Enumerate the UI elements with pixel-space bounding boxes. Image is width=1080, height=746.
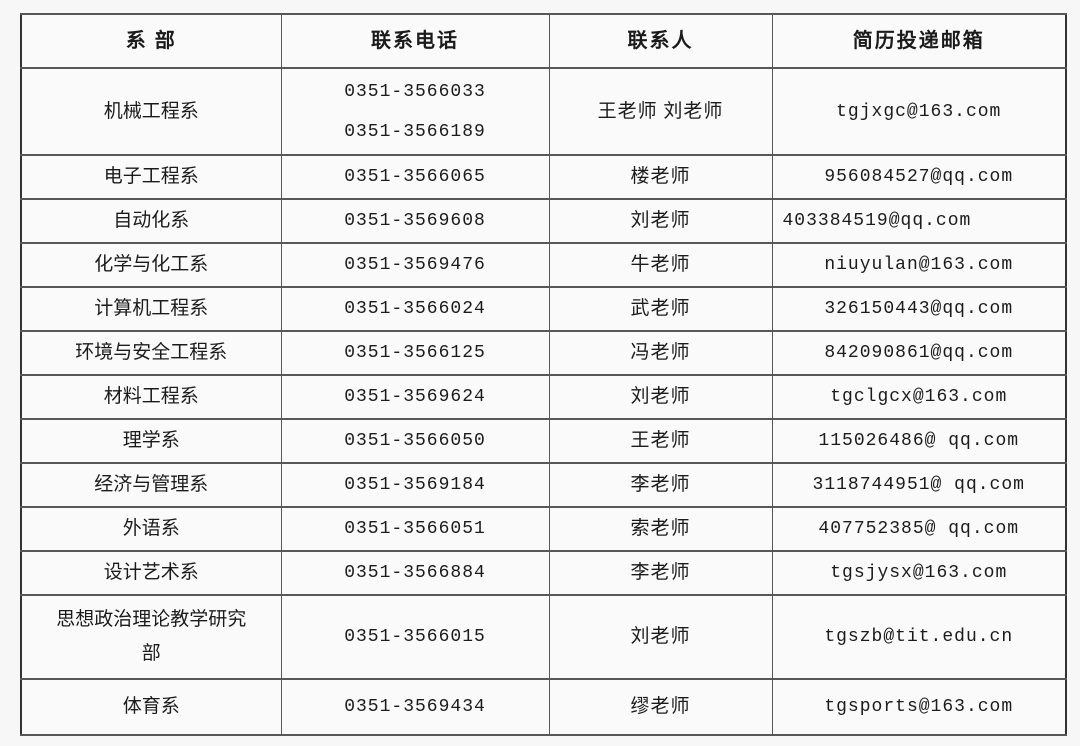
resume-email-cell: 407752385@ qq.com [771,506,1067,552]
column-header-phones: 联系电话 [280,13,550,69]
contact-person-cell: 缪老师 [548,678,773,736]
column-header-email: 简历投递邮箱 [771,13,1067,69]
department-cell: 化学与化工系 [20,242,282,288]
contact-person-cell: 刘老师 [548,594,773,680]
contact-person-cell: 王老师 [548,418,773,464]
contact-person-cell: 楼老师 [548,154,773,200]
contact-person-cell: 牛老师 [548,242,773,288]
phone-number: 0351-3566015 [344,627,486,647]
table-row: 计算机工程系 0351-3566024 武老师 326150443@qq.com [20,286,1067,332]
phone-number: 0351-3566189 [344,121,486,142]
table-body: 机械工程系 0351-3566033 0351-3566189 王老师 刘老师 tgjx… [20,67,1067,736]
department-cell: 体育系 [20,678,282,736]
phone-number: 0351-3566051 [344,519,486,539]
contact-person-cell: 李老师 [548,550,773,596]
table-row: 自动化系 0351-3569608 刘老师 403384519@qq.com [20,198,1067,244]
contact-person-cell: 李老师 [548,462,773,508]
table-row: 环境与安全工程系 0351-3566125 冯老师 842090861@qq.com [20,330,1067,376]
phone-number: 0351-3569624 [344,387,486,407]
phone-number: 0351-3569476 [344,255,486,275]
resume-email-cell: tgsjysx@163.com [771,550,1067,596]
phone-cell: 0351-3566050 [280,418,550,464]
resume-email-cell: niuyulan@163.com [771,242,1067,288]
department-cell: 计算机工程系 [20,286,282,332]
department-cell: 环境与安全工程系 [20,330,282,376]
resume-email-cell: tgclgcx@163.com [771,374,1067,420]
resume-email-cell: 842090861@qq.com [771,330,1067,376]
resume-email-cell: 3118744951@ qq.com [771,462,1067,508]
resume-email-cell: 326150443@qq.com [771,286,1067,332]
table-row: 电子工程系 0351-3566065 楼老师 956084527@qq.com [20,154,1067,200]
table-row: 经济与管理系 0351-3569184 李老师 3118744951@ qq.com [20,462,1067,508]
department-cell: 设计艺术系 [20,550,282,596]
resume-email-cell: tgszb@tit.edu.cn [771,594,1067,680]
table-row: 化学与化工系 0351-3569476 牛老师 niuyulan@163.com [20,242,1067,288]
contact-person-cell: 刘老师 [548,198,773,244]
contact-person-cell: 冯老师 [548,330,773,376]
resume-email-cell: tgjxgc@163.com [771,67,1067,156]
department-cell: 理学系 [20,418,282,464]
phone-cell: 0351-3566024 [280,286,550,332]
phone-number: 0351-3566065 [344,167,486,187]
phone-cell: 0351-3569434 [280,678,550,736]
department-cell: 经济与管理系 [20,462,282,508]
phone-cell: 0351-3569476 [280,242,550,288]
table-row: 理学系 0351-3566050 王老师 115026486@ qq.com [20,418,1067,464]
phone-cell: 0351-3566125 [280,330,550,376]
header-row: 系 部联系电话 联系人 简历投递邮箱 [20,13,1067,69]
phone-number: 0351-3566024 [344,299,486,319]
resume-email-cell: 115026486@ qq.com [771,418,1067,464]
resume-email-cell: 403384519@qq.com [771,198,1067,244]
table-row: 外语系 0351-3566051 索老师 407752385@ qq.com [20,506,1067,552]
column-header-contact: 联系人 [548,13,773,69]
phone-number: 0351-3566884 [344,563,486,583]
phone-cell: 0351-3569184 [280,462,550,508]
phone-cell: 0351-3569608 [280,198,550,244]
phone-cell: 0351-3566884 [280,550,550,596]
department-cell: 思想政治理论教学研究部 [20,594,282,680]
phone-cell: 0351-3566015 [280,594,550,680]
table-row: 思想政治理论教学研究部 0351-3566015 刘老师 tgszb@tit.edu.… [20,594,1067,680]
phone-cell: 0351-3566051 [280,506,550,552]
phone-cell: 0351-3566033 0351-3566189 [280,67,550,156]
contact-person-cell: 武老师 [548,286,773,332]
table-row: 机械工程系 0351-3566033 0351-3566189 王老师 刘老师 tgjx… [20,67,1067,156]
phone-number: 0351-3569184 [344,475,486,495]
phone-number: 0351-3569434 [344,697,486,717]
department-contact-table: 系 部联系电话 联系人 简历投递邮箱 机械工程系 0351-3566033 0351-3… [20,13,1067,736]
table-row: 体育系 0351-3569434 缪老师 tgsports@163.com [20,678,1067,736]
contact-person-cell: 刘老师 [548,374,773,420]
phone-number: 0351-3566050 [344,431,486,451]
phone-cell: 0351-3566065 [280,154,550,200]
department-cell: 自动化系 [20,198,282,244]
table-row: 材料工程系 0351-3569624 刘老师 tgclgcx@163.com [20,374,1067,420]
resume-email-cell: 956084527@qq.com [771,154,1067,200]
department-cell: 材料工程系 [20,374,282,420]
department-cell: 电子工程系 [20,154,282,200]
phone-cell: 0351-3569624 [280,374,550,420]
column-header-dept: 系 部 [20,13,282,69]
resume-email-cell: tgsports@163.com [771,678,1067,736]
phone-number: 0351-3569608 [344,211,486,231]
contact-person-cell: 王老师 刘老师 [548,67,773,156]
phone-number: 0351-3566033 [344,81,486,102]
department-cell: 外语系 [20,506,282,552]
table-row: 设计艺术系 0351-3566884 李老师 tgsjysx@163.com [20,550,1067,596]
department-cell: 机械工程系 [20,67,282,156]
contact-person-cell: 索老师 [548,506,773,552]
phone-number: 0351-3566125 [344,343,486,363]
